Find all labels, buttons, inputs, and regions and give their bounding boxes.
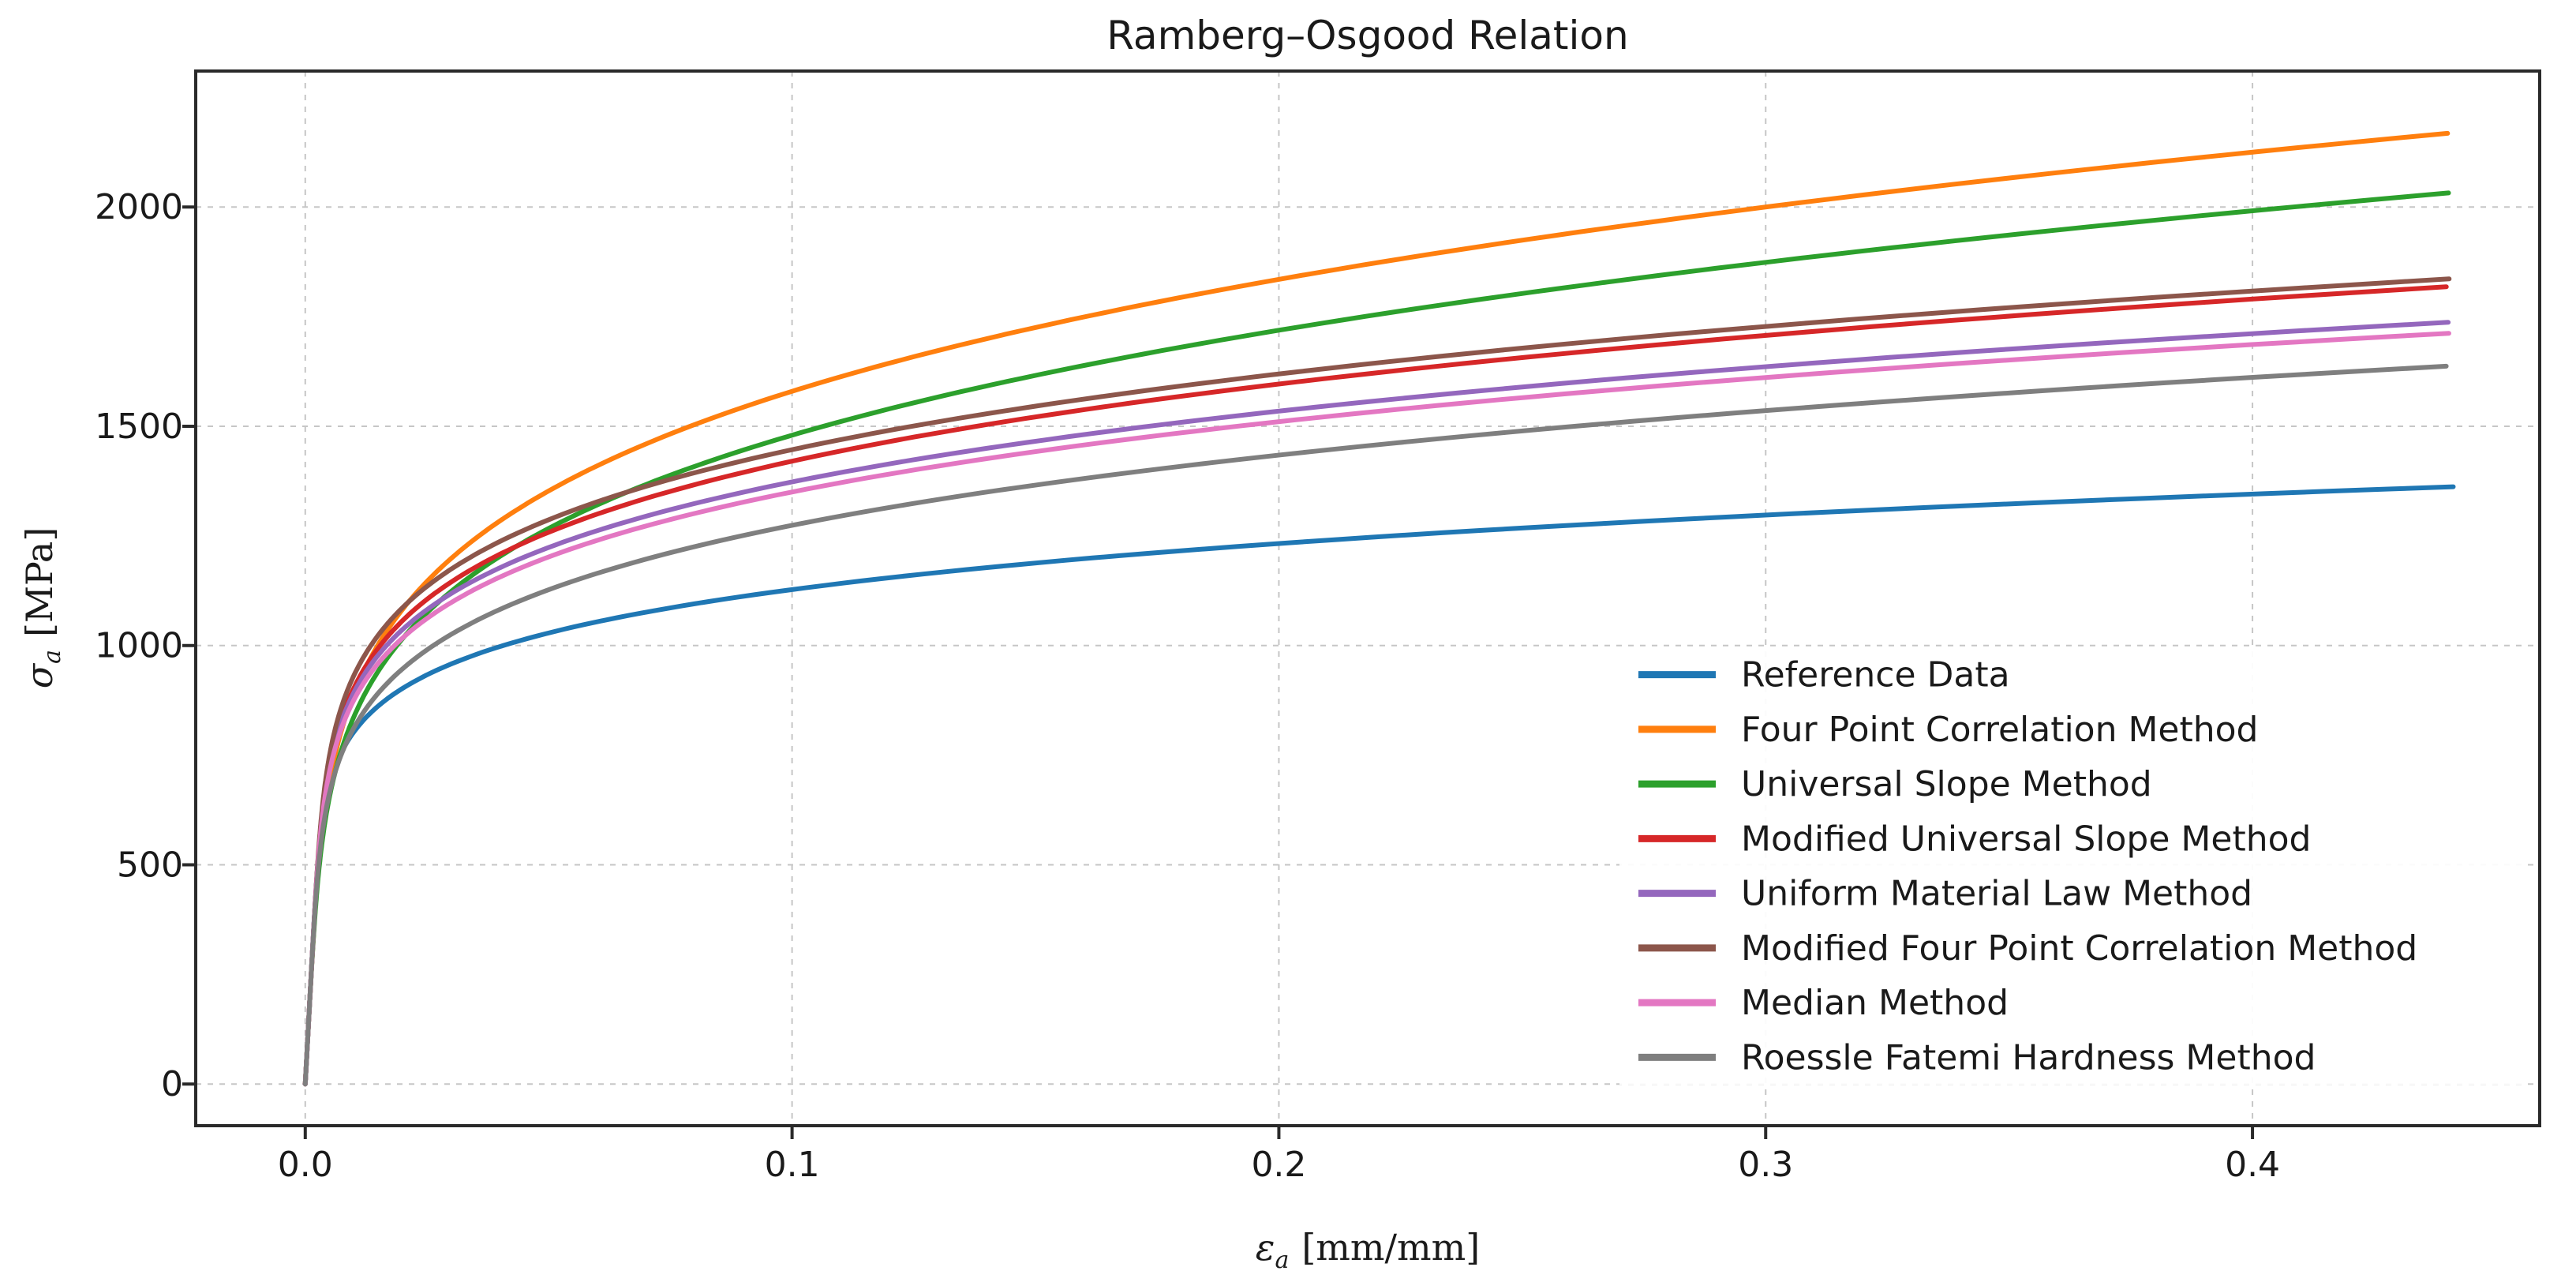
curves [302,130,2456,1087]
legend-label-four-point-correlation-method: Four Point Correlation Method [1741,710,2259,750]
legend-background [1619,647,2527,1085]
y-axis-label: σa [MPa] [18,527,66,689]
legend-item-reference-data: Reference Data [1638,655,2010,695]
y-tick-label-2000: 2000 [95,187,183,227]
x-tick-label-0.2: 0.2 [1251,1145,1306,1185]
legend-label-roessle-fatemi-hardness-method: Roessle Fatemi Hardness Method [1741,1037,2316,1078]
legend-label-median-method: Median Method [1741,983,2009,1023]
x-axis-unit: [mm/mm] [1301,1226,1480,1269]
tick-labels: 0.0 0.1 0.2 0.3 0.4 0 500 1000 1500 2000 [95,187,2280,1185]
legend-label-modified-four-point-correlation-method: Modified Four Point Correlation Method [1741,928,2417,969]
chart-title: Ramberg–Osgood Relation [1106,13,1628,58]
legend-label-universal-slope-method: Universal Slope Method [1741,764,2152,804]
legend-item-universal-slope-method: Universal Slope Method [1638,764,2152,804]
y-axis-subscript: a [39,650,66,664]
legend-item-roessle-fatemi-hardness-method: Roessle Fatemi Hardness Method [1638,1037,2316,1078]
legend-label-uniform-material-law-method: Uniform Material Law Method [1741,874,2252,914]
x-tick-label-0.4: 0.4 [2225,1145,2280,1185]
series-line-roessle-fatemi-hardness-method [302,363,2449,1087]
axes [182,69,2541,1139]
x-axis-subscript: a [1275,1246,1289,1274]
x-tick-label-0.0: 0.0 [278,1145,333,1185]
y-tick-label-1500: 1500 [95,407,183,447]
y-axis-symbol: σ [18,662,61,688]
y-axis-unit: [MPa] [18,527,61,637]
legend-label-reference-data: Reference Data [1741,655,2010,695]
legend-item-modified-four-point-correlation-method: Modified Four Point Correlation Method [1638,928,2417,969]
y-tick-label-0: 0 [161,1064,183,1104]
x-axis-symbol: ε [1256,1226,1275,1269]
legend-item-four-point-correlation-method: Four Point Correlation Method [1638,710,2259,750]
legend-item-uniform-material-law-method: Uniform Material Law Method [1638,874,2252,914]
legend-item-modified-universal-slope-method: Modified Universal Slope Method [1638,819,2311,859]
x-tick-label-0.1: 0.1 [765,1145,820,1185]
x-axis-label: εa [mm/mm] [1256,1226,1480,1274]
x-tick-label-0.3: 0.3 [1738,1145,1793,1185]
legend-item-median-method: Median Method [1638,983,2009,1023]
legend: Reference Data Four Point Correlation Met… [1619,647,2527,1085]
plot-border [194,69,2541,1127]
legend-label-modified-universal-slope-method: Modified Universal Slope Method [1741,819,2311,859]
y-tick-label-500: 500 [117,845,183,885]
y-tick-label-1000: 1000 [95,626,183,666]
